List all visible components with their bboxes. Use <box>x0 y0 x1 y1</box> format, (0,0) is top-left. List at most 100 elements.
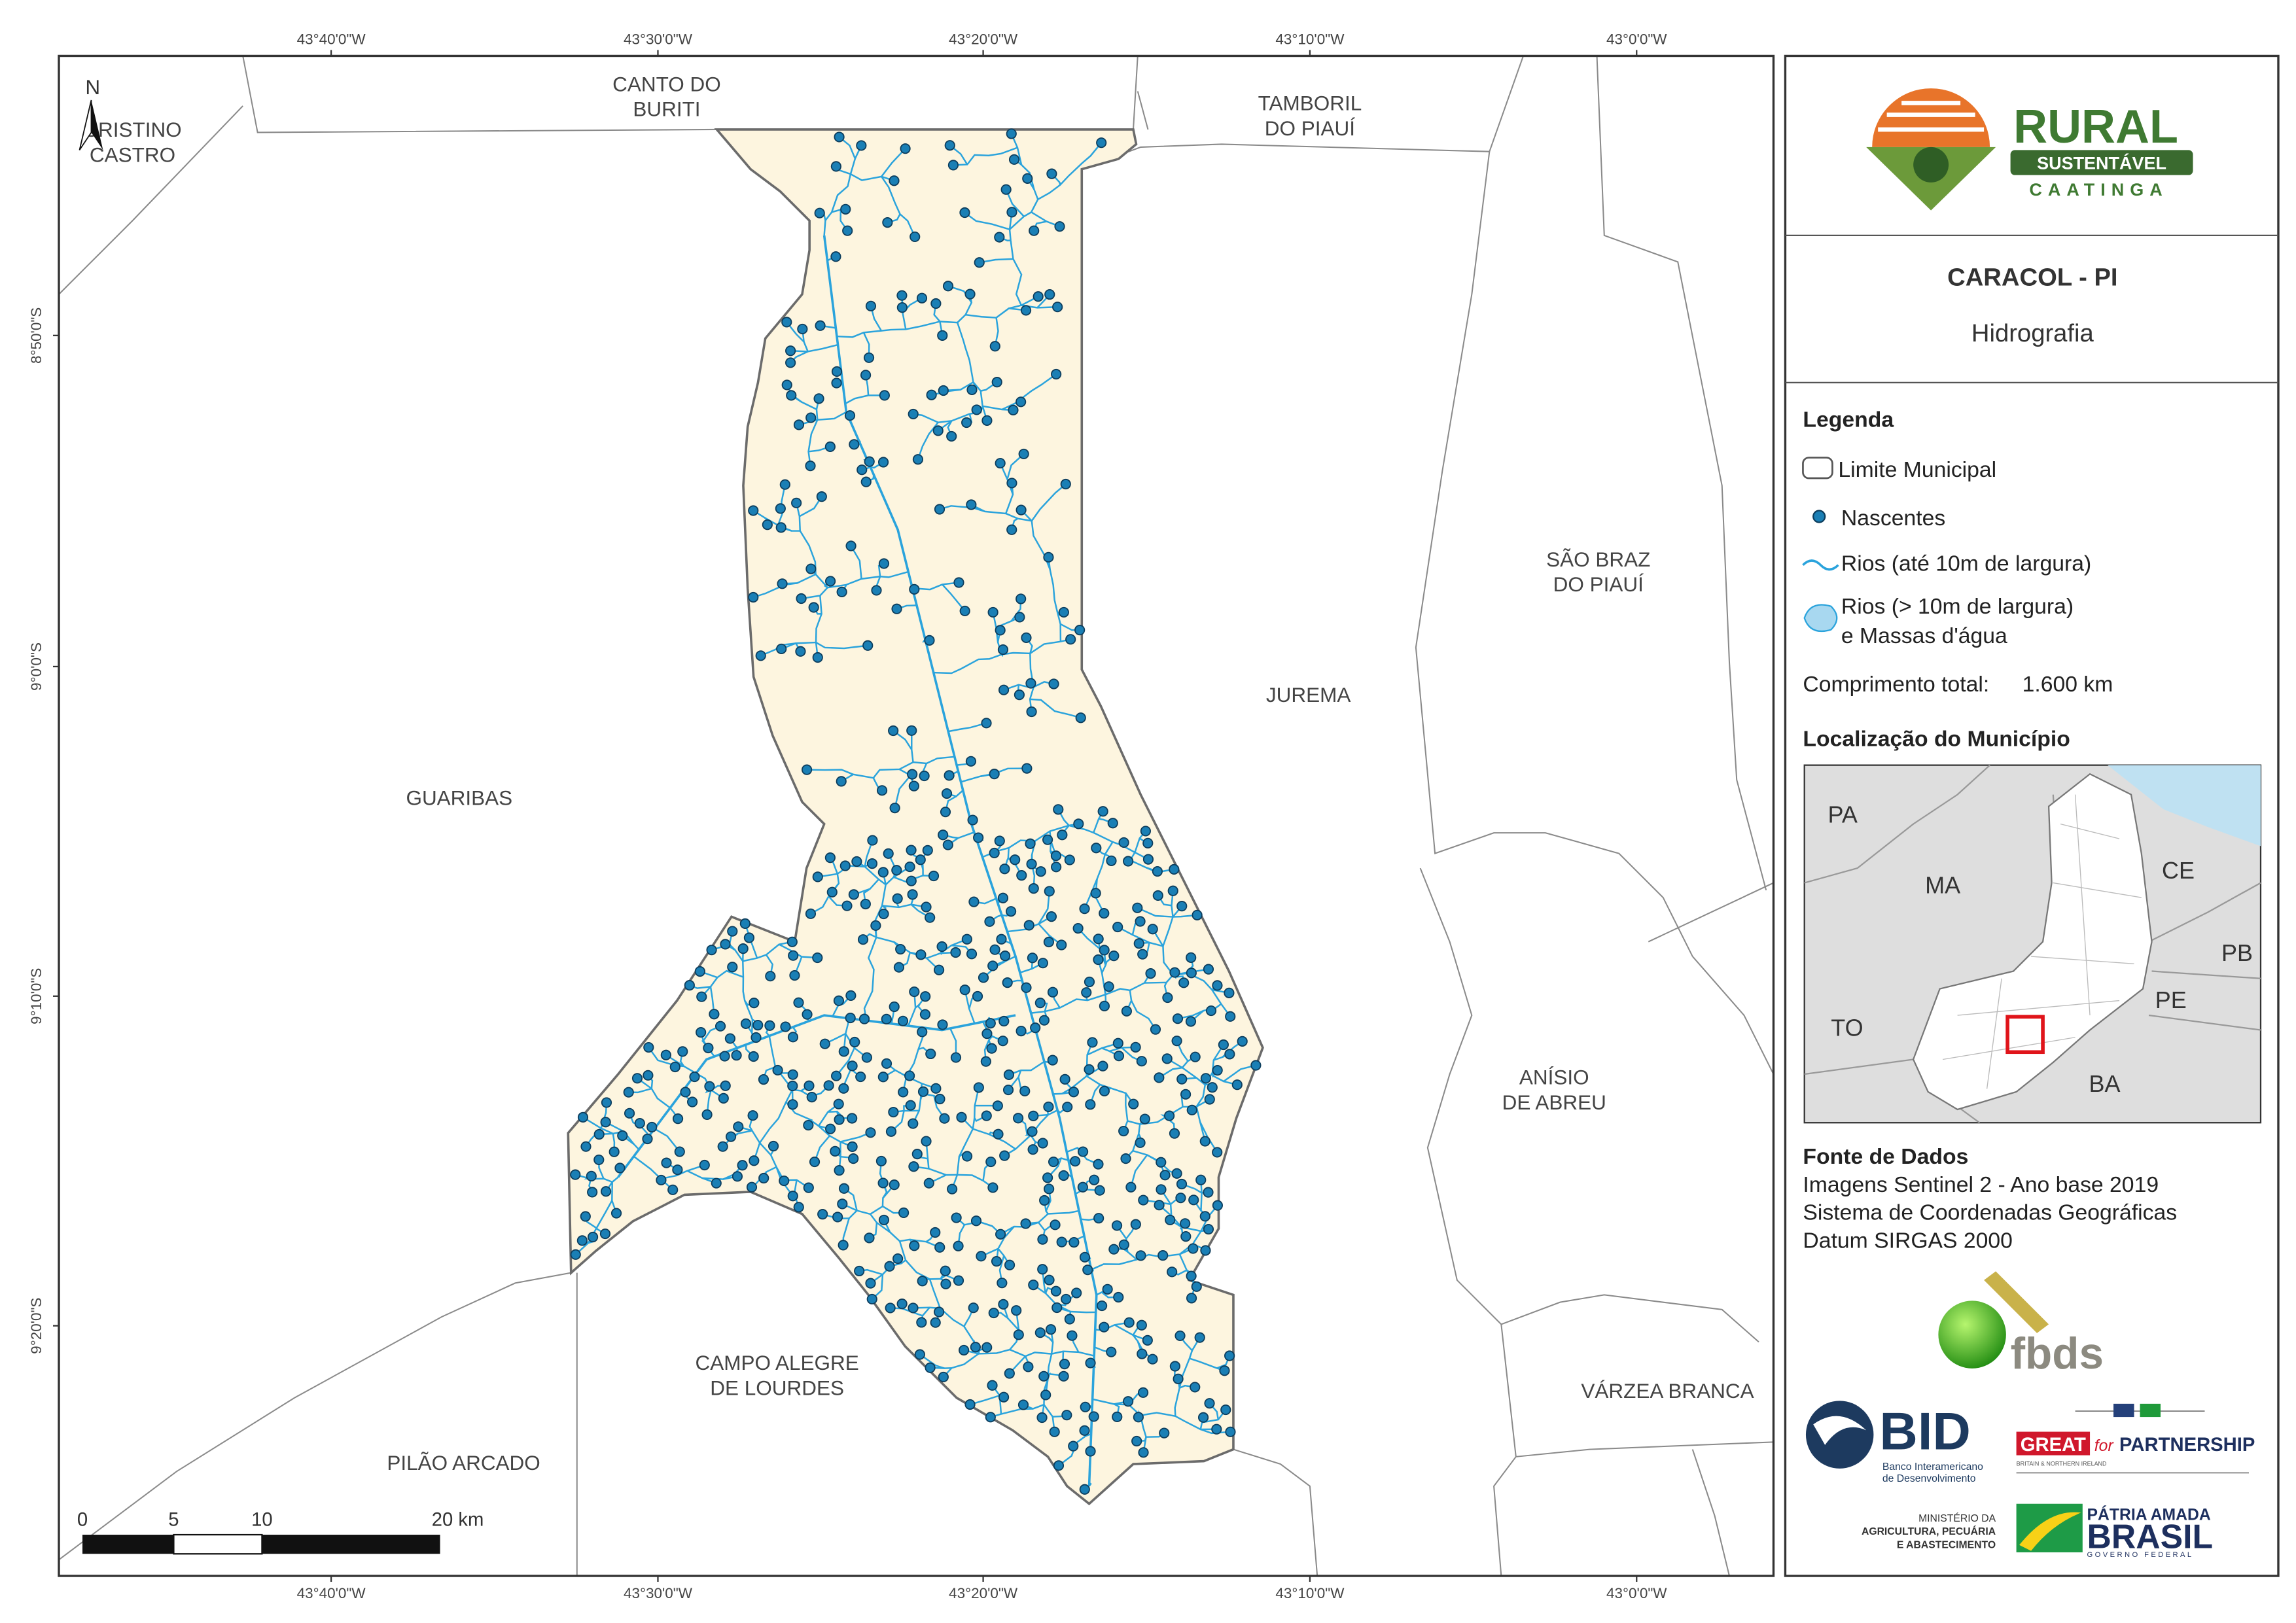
spring <box>863 352 875 363</box>
spring <box>580 1141 592 1152</box>
spring <box>830 161 841 172</box>
spring <box>841 900 853 911</box>
spring <box>824 441 836 452</box>
spring <box>900 143 911 154</box>
spring <box>884 1261 895 1272</box>
spring <box>1139 1113 1150 1125</box>
spring <box>845 990 857 1001</box>
spring <box>1027 1126 1038 1137</box>
spring <box>764 1020 775 1031</box>
spring <box>1068 1087 1080 1098</box>
river <box>753 1089 794 1161</box>
spring <box>907 889 918 900</box>
spring <box>1154 1072 1165 1083</box>
spring <box>1084 1064 1095 1075</box>
spring <box>805 412 817 423</box>
theme-title: Hidrografia <box>1971 319 2094 347</box>
river <box>815 641 868 650</box>
state-label: PB <box>2221 939 2253 966</box>
spring <box>1026 858 1037 869</box>
scale-label: 0 <box>77 1510 88 1531</box>
spring <box>703 1042 714 1054</box>
spring <box>832 1212 843 1223</box>
spring <box>781 379 792 391</box>
spring <box>930 1227 941 1238</box>
spring <box>953 1275 964 1286</box>
spring <box>656 1174 667 1186</box>
spring <box>993 1128 1004 1140</box>
spring <box>833 1098 844 1109</box>
spring <box>1171 1168 1182 1179</box>
river <box>1001 373 1057 411</box>
spring <box>720 1080 731 1091</box>
spring <box>1027 1144 1038 1155</box>
spring <box>1014 689 1025 701</box>
spring <box>905 1100 916 1111</box>
spring <box>787 1191 798 1202</box>
spring <box>593 1128 605 1140</box>
spring <box>748 505 759 516</box>
spring <box>1108 1244 1120 1255</box>
spring <box>1057 829 1068 841</box>
spring <box>586 1170 597 1181</box>
spring <box>1219 1365 1230 1376</box>
spring <box>987 960 998 971</box>
ministry-line: MINISTÉRIO DA <box>1918 1512 1996 1524</box>
spring <box>970 1342 981 1353</box>
place-label: DO PIAUÍ <box>1265 116 1355 140</box>
spring <box>1016 1026 1027 1037</box>
spring <box>916 292 928 304</box>
spring <box>1040 1389 1051 1401</box>
spring <box>1150 1024 1161 1035</box>
spring <box>1164 1110 1175 1121</box>
spring <box>1013 1113 1024 1124</box>
spring <box>1205 1005 1217 1017</box>
river <box>709 986 715 1015</box>
longitude-label: 43°40'0"W <box>297 31 366 47</box>
spring <box>995 457 1006 469</box>
spring <box>1224 1049 1235 1060</box>
spring <box>895 943 906 955</box>
spring <box>805 908 817 919</box>
inset-piaui <box>1912 773 2153 1111</box>
spring <box>785 345 796 357</box>
river <box>1033 1284 1071 1313</box>
spring <box>1203 1223 1214 1235</box>
spring <box>999 864 1010 875</box>
spring <box>915 949 927 960</box>
scale-segment <box>82 1535 174 1554</box>
spring <box>980 1056 991 1067</box>
spring <box>860 898 871 910</box>
river <box>1061 1065 1104 1094</box>
spring <box>748 1051 759 1062</box>
river <box>1130 1000 1157 1030</box>
spring <box>906 725 917 736</box>
river <box>836 307 1027 338</box>
brasil-logo: PÁTRIA AMADA BRASIL GOVERNO FEDERAL <box>2016 1503 2213 1559</box>
spring <box>989 847 1000 859</box>
spring <box>861 1052 872 1063</box>
spring <box>587 1187 598 1198</box>
spring <box>1169 1361 1180 1372</box>
spring <box>1199 1211 1210 1222</box>
spring <box>1178 977 1190 988</box>
spring <box>660 1049 671 1060</box>
spring <box>865 300 877 311</box>
bid-text: BID <box>1879 1403 1970 1461</box>
spring <box>1112 1038 1123 1049</box>
spring <box>999 951 1011 962</box>
spring <box>815 320 826 331</box>
spring <box>1112 921 1123 933</box>
spring <box>1002 977 1013 988</box>
spring <box>937 1019 948 1030</box>
spring <box>680 1087 691 1098</box>
spring <box>687 1096 698 1108</box>
spring <box>912 454 924 465</box>
spring <box>1211 1423 1222 1435</box>
legend-symbol-water <box>1803 604 1838 633</box>
spring <box>1099 908 1110 919</box>
spring <box>889 1179 900 1191</box>
sources-title: Fonte de Dados <box>1803 1144 1968 1169</box>
spring <box>1154 1200 1165 1211</box>
